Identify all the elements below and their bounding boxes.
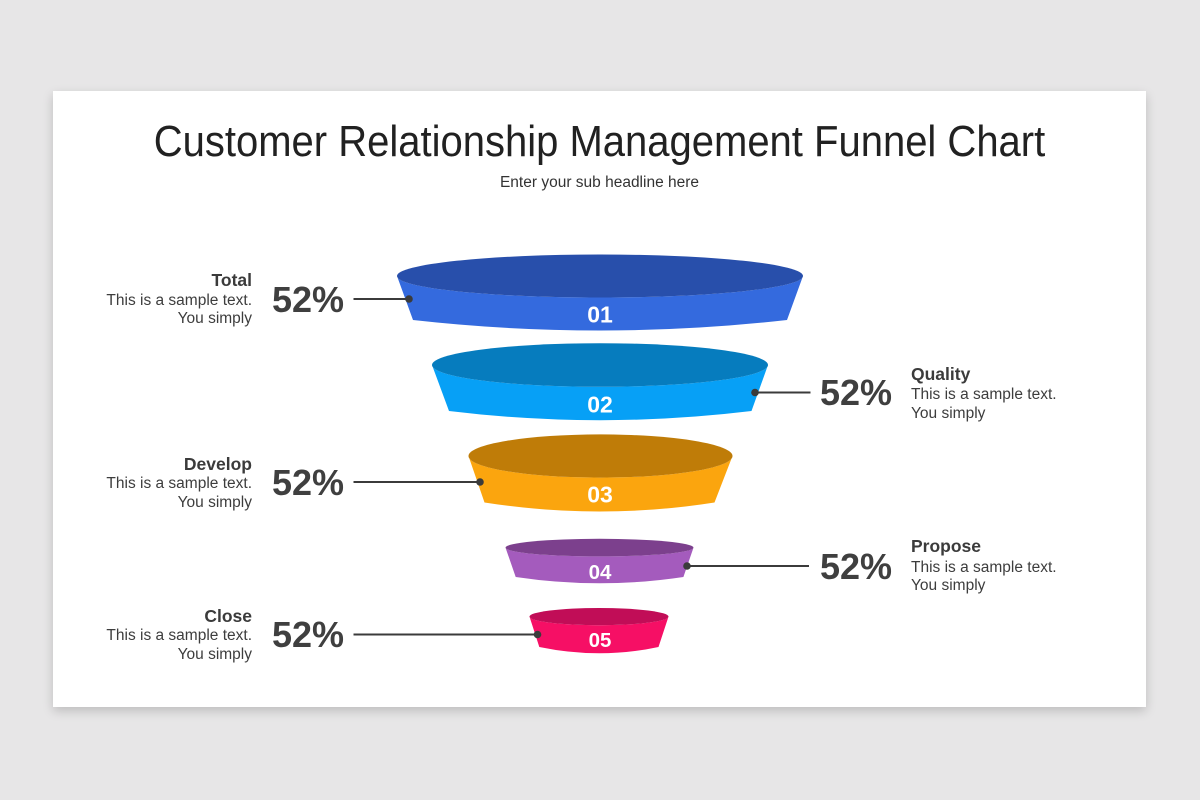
svg-text:02: 02 <box>587 391 613 417</box>
svg-text:04: 04 <box>589 561 612 584</box>
svg-text:05: 05 <box>589 629 612 652</box>
svg-text:01: 01 <box>587 302 613 328</box>
svg-text:03: 03 <box>587 482 613 508</box>
